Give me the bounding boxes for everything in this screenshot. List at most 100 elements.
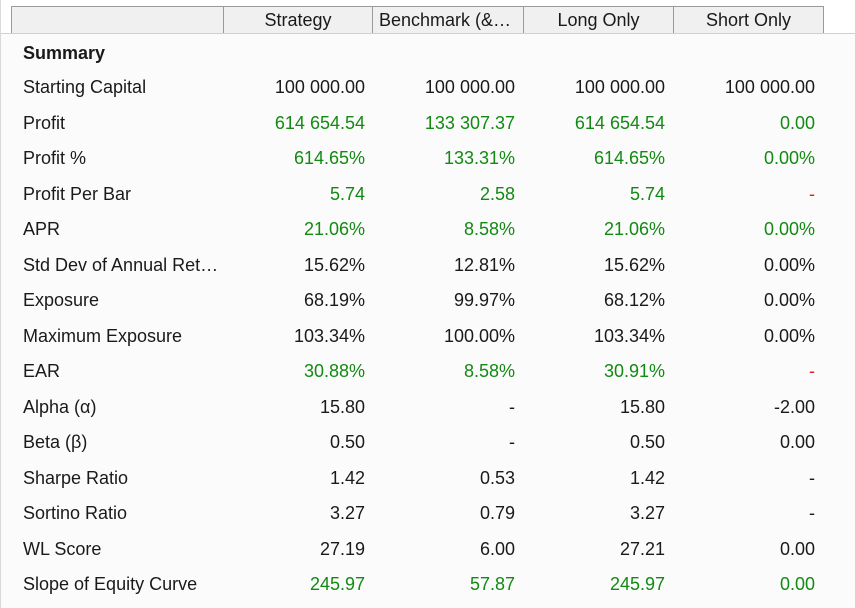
short-only-value: 100 000.00 <box>724 77 815 97</box>
strategy-value: 3.27 <box>329 503 365 523</box>
row-label: Starting Capital <box>23 77 147 97</box>
row-label: Alpha (α) <box>23 396 97 417</box>
strategy-value: 103.34% <box>293 325 365 346</box>
table-row[interactable]: EAR 30.88% 8.58% 30.91% - <box>11 354 855 389</box>
row-label: Maximum Exposure <box>23 325 183 346</box>
table-row[interactable]: APR 21.06% 8.58% 21.06% 0.00% <box>11 212 855 247</box>
benchmark-value: 100 000.00 <box>424 77 515 97</box>
column-header-bar: Strategy Benchmark (&E… Long Only Short … <box>1 0 855 34</box>
strategy-value: 27.19 <box>319 538 365 559</box>
row-label-header <box>11 6 224 34</box>
benchmark-value: - <box>509 396 515 417</box>
benchmark-value: 57.87 <box>469 574 515 594</box>
strategy-value: 614 654.54 <box>274 112 365 133</box>
long-only-value: 3.27 <box>629 503 665 523</box>
row-label: Sortino Ratio <box>23 503 128 523</box>
strategy-value: 0.50 <box>329 432 365 452</box>
short-only-value: 0.00% <box>763 219 815 239</box>
strategy-value: 30.88% <box>303 361 365 381</box>
benchmark-value: 99.97% <box>453 290 515 310</box>
benchmark-value: 12.81% <box>453 254 515 275</box>
benchmark-value: 133.31% <box>443 148 515 168</box>
column-header-strategy[interactable]: Strategy <box>223 6 373 34</box>
long-only-value: 614.65% <box>593 148 665 168</box>
short-only-value: 0.00% <box>763 254 815 275</box>
row-label: Slope of Equity Curve <box>23 574 198 594</box>
benchmark-value: 2.58 <box>479 183 515 204</box>
table-row[interactable]: Profit % 614.65% 133.31% 614.65% 0.00% <box>11 141 855 176</box>
long-only-value: 1.42 <box>629 467 665 488</box>
strategy-value: 5.74 <box>329 183 365 204</box>
strategy-value: 1.42 <box>329 467 365 488</box>
long-only-value: 27.21 <box>619 538 665 559</box>
row-label: Profit Per Bar <box>23 183 132 204</box>
benchmark-value: 100.00% <box>443 325 515 346</box>
row-label: WL Score <box>23 538 102 559</box>
table-row[interactable]: WL Score 27.19 6.00 27.21 0.00 <box>11 532 855 567</box>
table-row[interactable]: Alpha (α) 15.80 - 15.80 -2.00 <box>11 390 855 425</box>
row-label: Profit % <box>23 148 87 168</box>
short-only-value: - <box>809 503 815 523</box>
strategy-value: 21.06% <box>303 219 365 239</box>
short-only-value: 0.00 <box>779 574 815 594</box>
strategy-value: 68.19% <box>303 290 365 310</box>
row-label: Profit <box>23 112 66 133</box>
long-only-value: 100 000.00 <box>574 77 665 97</box>
table-row[interactable]: Beta (β) 0.50 - 0.50 0.00 <box>11 425 855 460</box>
short-only-value: 0.00 <box>779 112 815 133</box>
long-only-value: 21.06% <box>603 219 665 239</box>
table-row[interactable]: Starting Capital 100 000.00 100 000.00 100 … <box>11 70 855 105</box>
short-only-value: - <box>809 467 815 488</box>
benchmark-value: 8.58% <box>463 361 515 381</box>
strategy-value: 614.65% <box>293 148 365 168</box>
benchmark-value: 6.00 <box>479 538 515 559</box>
strategy-value: 100 000.00 <box>274 77 365 97</box>
long-only-value: 15.62% <box>603 254 665 275</box>
long-only-value: 68.12% <box>603 290 665 310</box>
table-row[interactable]: Slope of Equity Curve 245.97 57.87 245.97 0.… <box>11 567 855 602</box>
benchmark-value: 8.58% <box>463 219 515 239</box>
long-only-value: 103.34% <box>593 325 665 346</box>
short-only-value: - <box>809 361 815 381</box>
strategy-value: 15.80 <box>319 396 365 417</box>
table-row[interactable]: Maximum Exposure 103.34% 100.00% 103.34% 0.0… <box>11 319 855 354</box>
header-divider <box>1 33 855 34</box>
long-only-value: 5.74 <box>629 183 665 204</box>
row-label: Exposure <box>23 290 100 310</box>
benchmark-value: - <box>509 432 515 452</box>
benchmark-value: 0.53 <box>479 467 515 488</box>
table-row[interactable]: Profit Per Bar 5.74 2.58 5.74 - <box>11 177 855 212</box>
short-only-value: -2.00 <box>773 396 815 417</box>
benchmark-value: 0.79 <box>479 503 515 523</box>
column-header-short-only[interactable]: Short Only <box>673 6 824 34</box>
section-title-summary: Summary <box>23 43 106 63</box>
long-only-value: 614 654.54 <box>574 112 665 133</box>
long-only-value: 0.50 <box>629 432 665 452</box>
short-only-value: 0.00 <box>779 538 815 559</box>
column-header-long-only[interactable]: Long Only <box>523 6 674 34</box>
strategy-value: 15.62% <box>303 254 365 275</box>
column-header-benchmark[interactable]: Benchmark (&E… <box>372 6 524 34</box>
long-only-value: 30.91% <box>603 361 665 381</box>
benchmark-value: 133 307.37 <box>424 112 515 133</box>
long-only-value: 15.80 <box>619 396 665 417</box>
table-row[interactable]: Sortino Ratio 3.27 0.79 3.27 - <box>11 496 855 531</box>
row-label: EAR <box>23 361 61 381</box>
table-row[interactable]: Sharpe Ratio 1.42 0.53 1.42 - <box>11 461 855 496</box>
table-row[interactable]: Profit 614 654.54 133 307.37 614 654.54 0.00 <box>11 106 855 141</box>
short-only-value: 0.00% <box>763 325 815 346</box>
short-only-value: 0.00 <box>779 432 815 452</box>
long-only-value: 245.97 <box>609 574 665 594</box>
short-only-value: 0.00% <box>763 148 815 168</box>
strategy-value: 245.97 <box>309 574 365 594</box>
short-only-value: - <box>809 183 815 204</box>
row-label: Beta (β) <box>23 432 88 452</box>
row-label: APR <box>23 219 61 239</box>
short-only-value: 0.00% <box>763 290 815 310</box>
table-row[interactable]: Exposure 68.19% 99.97% 68.12% 0.00% <box>11 283 855 318</box>
grid-body: Summary Starting Capital 100 000.00 100 00… <box>11 34 855 608</box>
table-row[interactable]: Std Dev of Annual Ret… 15.62% 12.81% 15.62%… <box>11 248 855 283</box>
row-label: Sharpe Ratio <box>23 467 129 488</box>
row-label: Std Dev of Annual Ret… <box>23 254 219 275</box>
